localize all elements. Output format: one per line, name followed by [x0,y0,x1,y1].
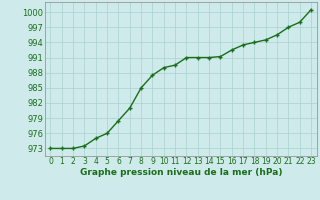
X-axis label: Graphe pression niveau de la mer (hPa): Graphe pression niveau de la mer (hPa) [80,168,282,177]
